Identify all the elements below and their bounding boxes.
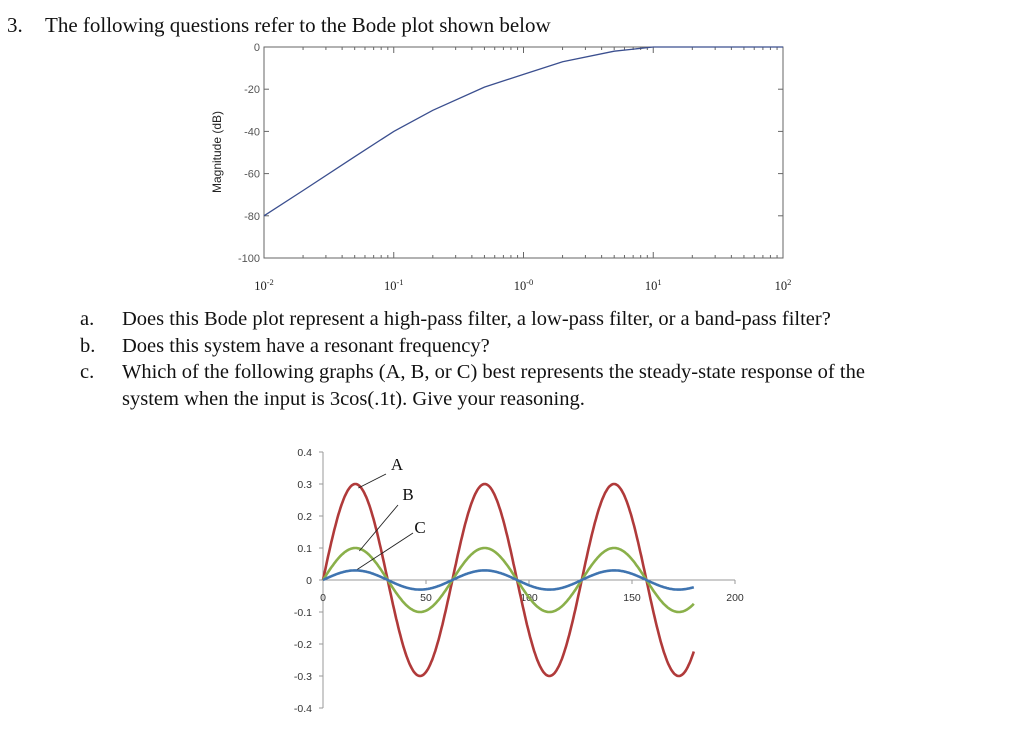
response-ytick-label: -0.4 (294, 703, 312, 715)
bode-ytick-label: -60 (244, 169, 260, 181)
response-xtick-label: 150 (623, 592, 641, 604)
question-number: 3. (7, 13, 23, 37)
response-ytick-label: 0.4 (297, 447, 312, 459)
bode-xtick-exp: -2 (267, 277, 274, 287)
part-b-text: Does this system have a resonant frequen… (122, 335, 490, 357)
response-curve-c (322, 569, 695, 591)
response-xtick-label: 50 (420, 592, 432, 604)
bode-xtick-label: 101 (645, 277, 662, 293)
response-xtick-label: 200 (726, 592, 744, 604)
bode-ytick-label: -40 (244, 126, 260, 138)
bode-xtick-base: 10 (645, 279, 658, 293)
part-c-text: Which of the following graphs (A, B, or … (122, 361, 865, 383)
response-curve-b (321, 546, 695, 614)
part-c-label: c. (80, 361, 95, 383)
response-ytick-label: -0.2 (294, 639, 312, 651)
bode-xtick-exp: -0 (526, 277, 533, 287)
response-xtick-label: 0 (320, 592, 326, 604)
part-b-label: b. (80, 335, 96, 357)
response-ytick-label: -0.3 (294, 671, 312, 683)
bode-xtick-label: 10-1 (384, 277, 404, 293)
response-ytick-label: 0.2 (297, 511, 312, 523)
part-c-text-2: system when the input is 3cos(.1t). Give… (122, 388, 585, 410)
bode-magnitude-line (263, 46, 783, 217)
response-ytick-label: 0 (306, 575, 312, 587)
bode-xtick-base: 10 (384, 279, 397, 293)
response-label-a: A (391, 455, 404, 474)
bode-ytick-label: -20 (244, 84, 260, 96)
bode-xtick-base: 10 (254, 279, 267, 293)
response-label-leader-c (357, 532, 414, 570)
bode-xtick-label: 102 (775, 277, 792, 293)
bode-xtick-base: 10 (775, 279, 788, 293)
response-label-b: B (402, 485, 413, 504)
bode-ytick-label: 0 (254, 42, 260, 54)
question-title: The following questions refer to the Bod… (45, 13, 551, 37)
bode-xtick-label: 10-2 (254, 277, 274, 293)
part-a-label: a. (80, 308, 95, 330)
bode-ytick-label: -100 (238, 253, 260, 265)
bode-xtick-exp: 2 (787, 277, 791, 287)
response-label-c: C (414, 518, 425, 537)
response-ytick-label: 0.3 (297, 479, 312, 491)
part-a-text: Does this Bode plot represent a high-pas… (122, 308, 831, 330)
response-label-leader-a (358, 473, 387, 489)
response-curve-a (321, 482, 696, 678)
bode-xtick-base: 10 (514, 279, 527, 293)
response-label-leader-b (358, 504, 399, 552)
response-ytick-label: 0.1 (297, 543, 312, 555)
response-ytick-label: -0.1 (294, 607, 312, 619)
bode-xtick-label: 10-0 (514, 277, 534, 293)
bode-xtick-exp: 1 (657, 277, 661, 287)
bode-ylabel: Magnitude (dB) (210, 111, 224, 193)
bode-xtick-exp: -1 (396, 277, 403, 287)
bode-ytick-label: -80 (244, 211, 260, 223)
